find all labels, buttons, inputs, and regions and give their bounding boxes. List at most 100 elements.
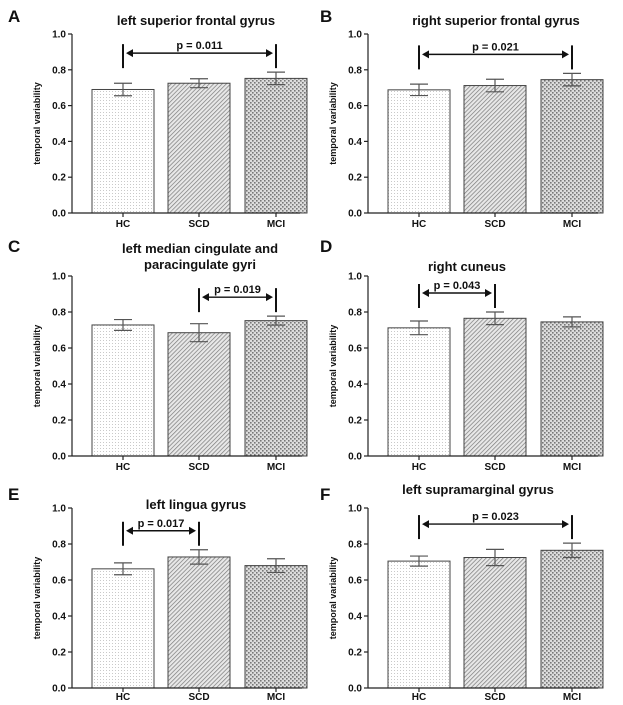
y-tick-label: 0.0 [348,684,362,695]
y-tick-label: 0.2 [348,648,362,659]
y-tick-label: 0.0 [52,452,66,463]
chart-title: right superior frontal gyrus [412,13,580,28]
y-axis-label: temporal variability [328,325,338,408]
y-tick-label: 0.2 [348,173,362,184]
panel-letter: B [320,7,332,26]
y-tick-label: 0.4 [348,380,362,391]
panel-letter: E [8,485,19,504]
panel-letter: C [8,237,20,256]
bar-scd [167,82,231,214]
chart-title: left superior frontal gyrus [117,13,275,28]
x-tick-label: HC [116,692,130,703]
x-tick-label: MCI [267,692,286,703]
y-tick-label: 0.0 [348,452,362,463]
y-tick-label: 0.8 [52,540,66,551]
bar-hc [91,568,155,689]
y-tick-label: 1.0 [52,504,66,515]
y-tick-label: 0.2 [348,416,362,427]
y-tick-label: 0.4 [52,137,66,148]
y-tick-label: 1.0 [348,272,362,283]
bar-hc [91,88,155,214]
chart-title: right cuneus [428,259,506,274]
bar-mci [540,549,604,689]
y-tick-label: 0.8 [348,65,362,76]
y-tick-label: 0.6 [52,344,66,355]
arrow-head-left [126,49,133,58]
y-tick-label: 0.6 [348,344,362,355]
x-tick-label: HC [412,692,426,703]
x-tick-label: SCD [484,462,505,473]
x-tick-label: SCD [188,462,209,473]
chart-title: paracingulate gyri [144,257,256,272]
y-tick-label: 0.2 [52,416,66,427]
arrow-head-right [485,289,492,297]
bar-scd [463,85,527,214]
x-tick-label: MCI [267,219,286,230]
y-axis-label: temporal variability [32,325,42,408]
y-tick-label: 1.0 [348,504,362,515]
arrow-head-left [422,50,429,59]
y-tick-label: 0.4 [348,137,362,148]
p-value-label: p = 0.019 [214,284,261,296]
x-tick-label: SCD [484,219,505,230]
chart-title: left lingua gyrus [146,497,246,512]
x-tick-label: MCI [267,462,286,473]
x-tick-label: HC [116,219,130,230]
x-tick-label: HC [116,462,130,473]
bar-scd [167,556,231,689]
chart-title: left median cingulate and [122,241,278,256]
p-value-label: p = 0.011 [176,40,222,52]
arrow-head-right [562,50,569,59]
panel-letter: A [8,7,20,26]
y-tick-label: 0.0 [52,209,66,220]
x-tick-label: MCI [563,462,582,473]
arrow-head-left [126,526,133,535]
bar-scd [463,317,527,457]
y-tick-label: 0.4 [52,612,66,623]
x-tick-label: MCI [563,692,582,703]
p-value-label: p = 0.023 [472,511,519,523]
bar-hc [91,324,155,457]
y-tick-label: 0.8 [348,308,362,319]
x-tick-label: SCD [188,219,209,230]
bar-hc [387,560,451,689]
bar-hc [387,327,451,457]
bar-mci [540,321,604,457]
bar-mci [540,79,604,214]
bar-mci [244,77,308,214]
bar-mci [244,565,308,689]
arrow-head-left [422,289,429,297]
y-tick-label: 0.2 [52,173,66,184]
p-value-label: p = 0.017 [138,518,185,530]
arrow-head-left [422,520,429,529]
y-tick-label: 0.8 [348,540,362,551]
y-axis-label: temporal variability [32,557,42,640]
y-tick-label: 0.6 [52,101,66,112]
y-tick-label: 0.2 [52,648,66,659]
arrow-head-right [562,520,569,529]
y-tick-label: 1.0 [348,30,362,41]
y-axis-label: temporal variability [328,557,338,640]
y-tick-label: 0.6 [348,101,362,112]
y-axis-label: temporal variability [32,82,42,165]
arrow-head-left [202,293,209,302]
y-tick-label: 0.6 [52,576,66,587]
p-value-label: p = 0.043 [434,280,481,292]
y-tick-label: 0.0 [348,209,362,220]
y-tick-label: 0.6 [348,576,362,587]
x-tick-label: HC [412,462,426,473]
p-value-label: p = 0.021 [472,41,519,53]
bar-scd [463,557,527,689]
x-tick-label: MCI [563,219,582,230]
bar-hc [387,89,451,214]
y-tick-label: 0.4 [52,380,66,391]
y-tick-label: 1.0 [52,30,66,41]
y-tick-label: 0.4 [348,612,362,623]
y-tick-label: 0.0 [52,684,66,695]
